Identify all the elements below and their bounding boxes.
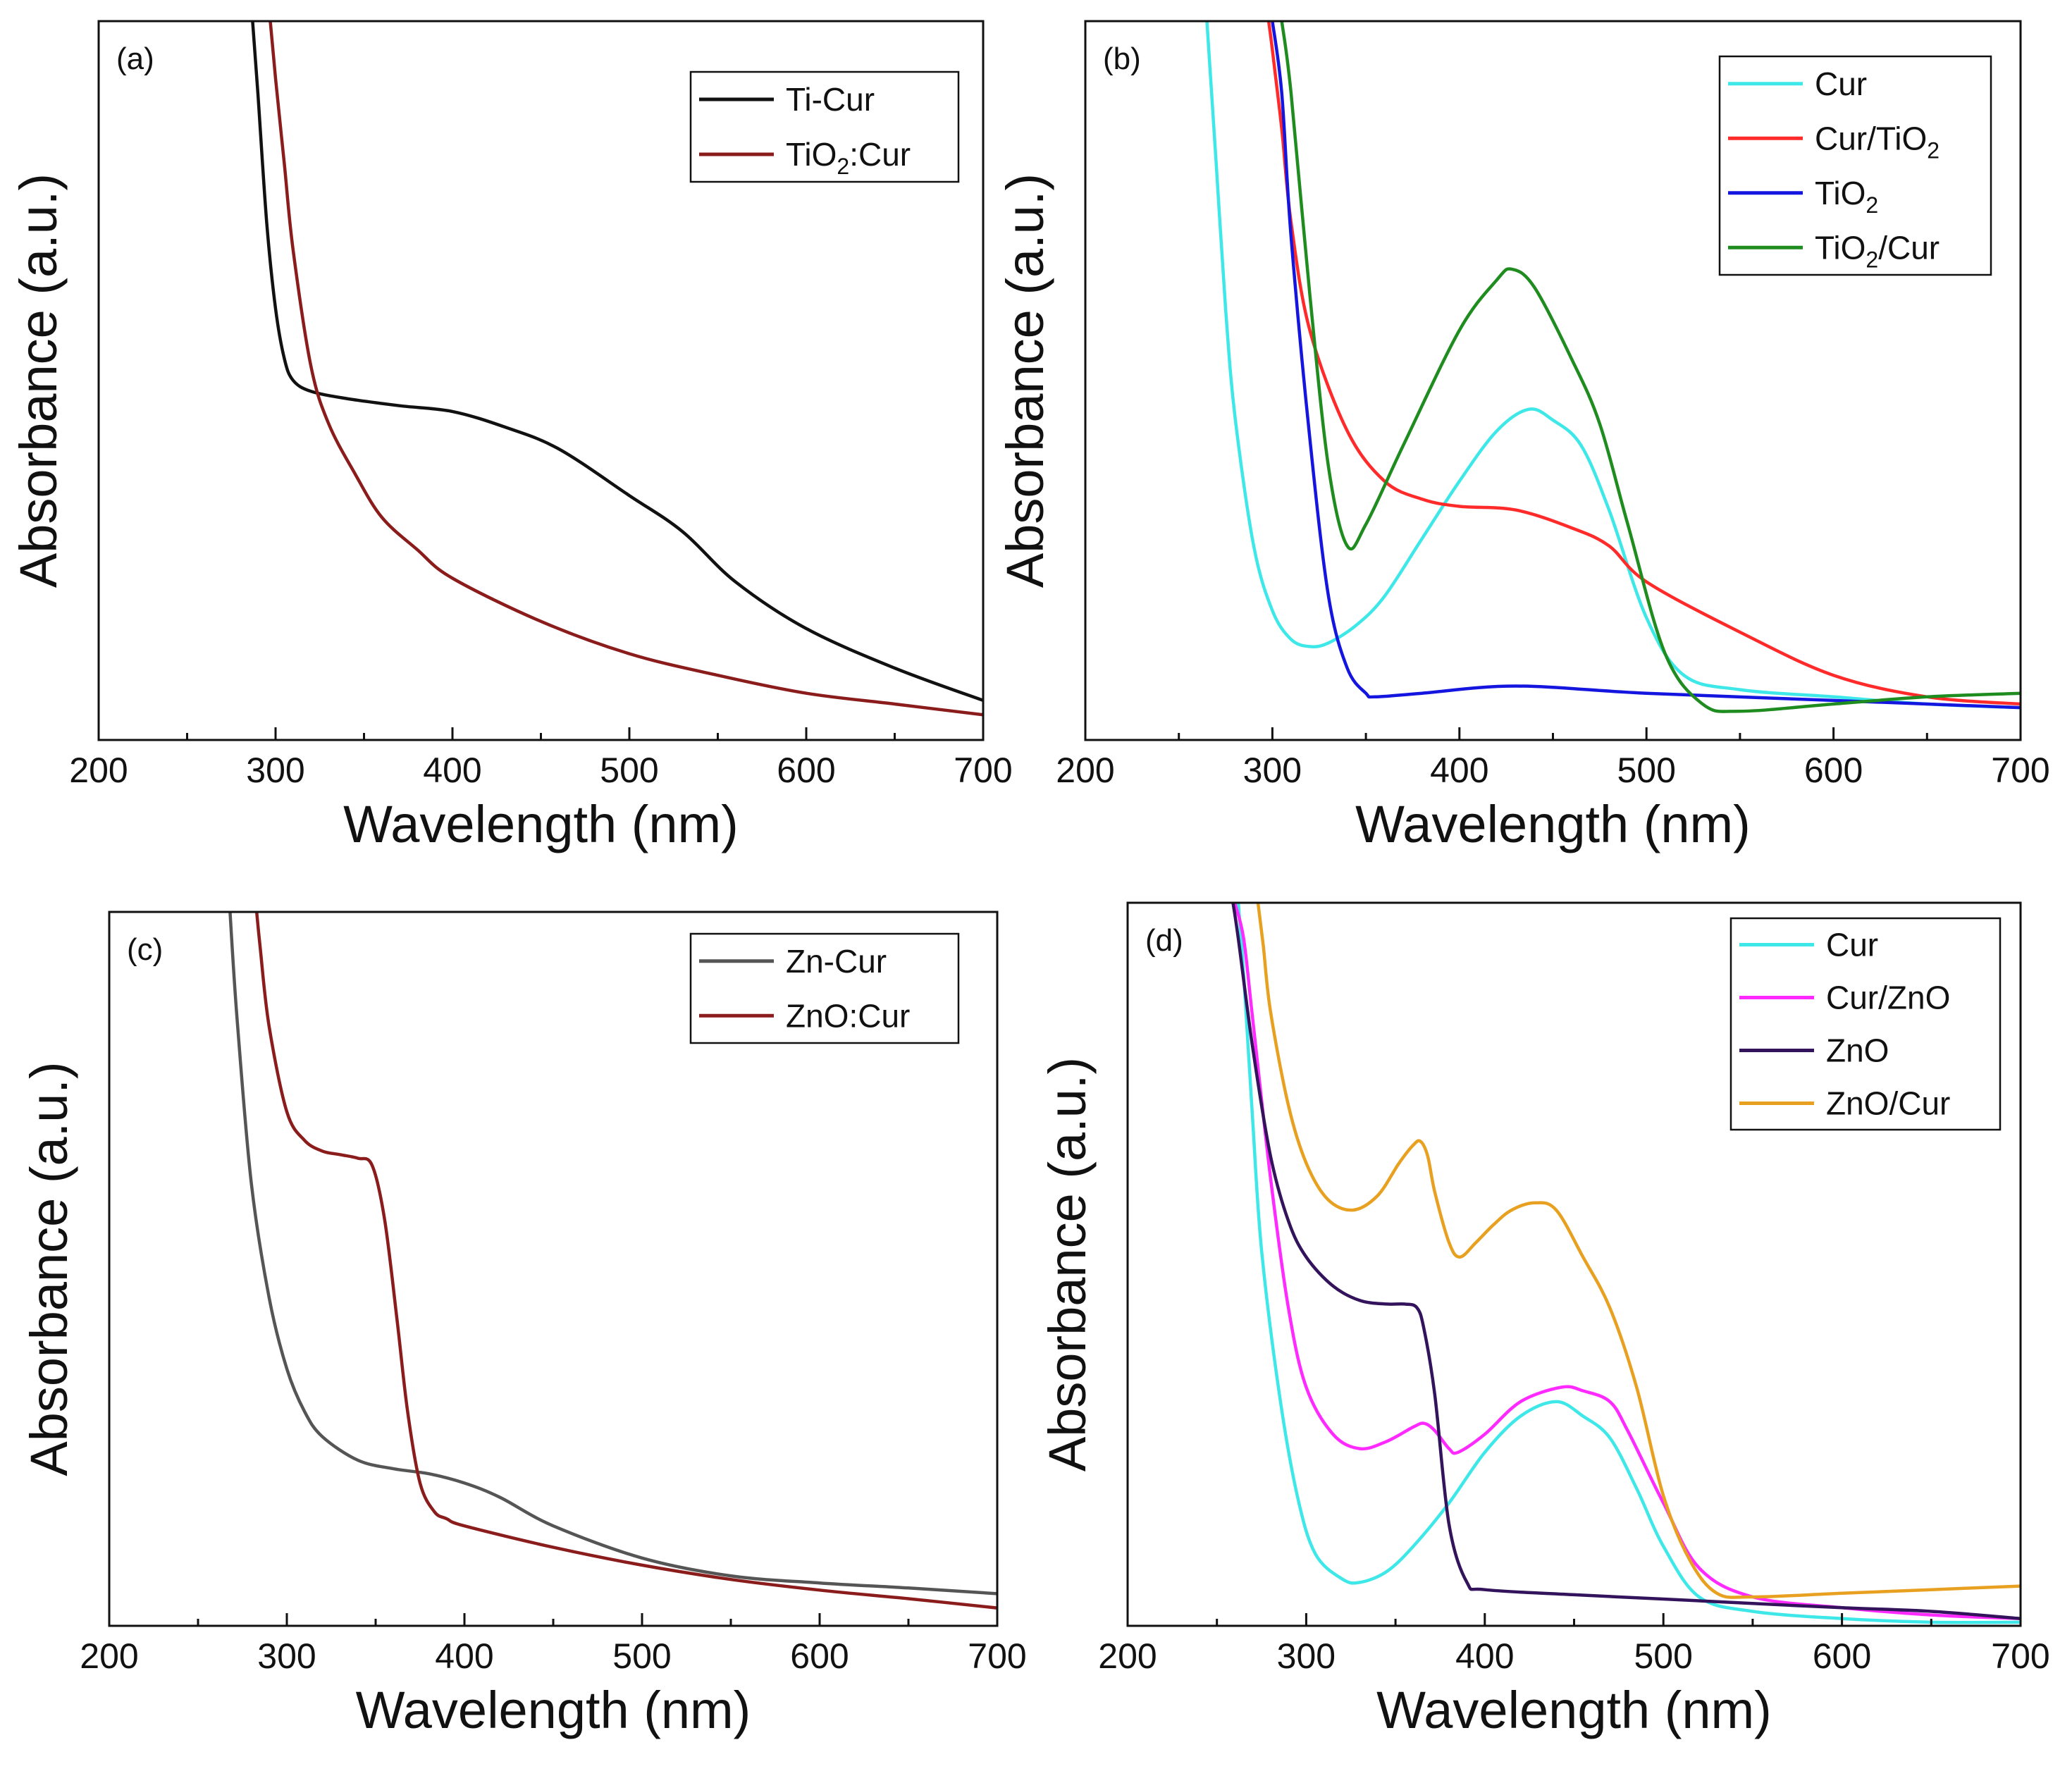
x-tick-label: 500 [612, 1636, 671, 1676]
x-tick-label: 700 [1991, 1636, 2049, 1676]
legend-label-main: TiO [1815, 229, 1866, 266]
series-group [228, 912, 997, 1610]
series-line-cur-zno [1233, 903, 2021, 1620]
x-axis-title: Wavelength (nm) [356, 1681, 751, 1739]
legend-label-tail: /Cur [1878, 229, 1940, 266]
legend-label: Cur [1815, 66, 1867, 102]
panel-a: 200 300 400 500 600 700 Wavelength (nm) Absorba… [9, 20, 1013, 853]
series-group [251, 21, 983, 717]
legend-box [1729, 917, 2002, 1131]
x-tick-label: 500 [1617, 751, 1675, 790]
panel-d: 200 300 400 500 600 700 Wavelength (nm) Absorba… [1038, 901, 2050, 1739]
panel-label: (c) [127, 932, 163, 967]
series-line-tio2-cur [1280, 21, 2021, 713]
y-axis-title: Absorbance (a.u.) [996, 173, 1054, 588]
legend-label: Zn-Cur [786, 943, 887, 980]
x-axis-title: Wavelength (nm) [1376, 1681, 1772, 1739]
x-tick-label: 300 [257, 1636, 316, 1676]
series-line-zn-cur [228, 912, 997, 1596]
x-tick-label: 300 [1243, 751, 1302, 790]
legend-label: TiO2/Cur [1815, 229, 1940, 272]
x-tick-label: 200 [1056, 751, 1114, 790]
series-line-ti-cur [251, 21, 983, 703]
legend-label: Ti-Cur [786, 81, 875, 118]
x-tick-label: 600 [790, 1636, 849, 1676]
legend: Zn-Cur ZnO:Cur [689, 932, 960, 1044]
legend-label-main: TiO [786, 136, 837, 173]
series-line-tio2-cur [269, 21, 983, 717]
series-line-cur [1236, 903, 2021, 1624]
legend-label-subscript: 2 [1927, 137, 1940, 163]
legend-label-main: Zn-Cur [786, 943, 887, 980]
legend-label-main: TiO [1815, 175, 1866, 211]
legend-label: ZnO [1826, 1032, 1889, 1069]
legend-label: Cur/ZnO [1826, 980, 1950, 1016]
panel-label: (b) [1103, 42, 1141, 76]
legend-label-main: Cur/ZnO [1826, 980, 1950, 1016]
panel-label: (a) [116, 42, 154, 76]
series-group [1205, 21, 2021, 713]
series-line-zno [1231, 903, 2021, 1620]
x-tick-label: 700 [968, 1636, 1026, 1676]
x-tick-label: 600 [1804, 751, 1863, 790]
x-tick-label: 300 [1277, 1636, 1336, 1676]
legend-label: Cur [1826, 927, 1878, 963]
legend: Cur Cur/ZnO ZnO ZnO/Cur [1729, 917, 2002, 1131]
panel-b: 200 300 400 500 600 700 Wavelength (nm) Absorba… [996, 20, 2050, 853]
x-tick-label: 400 [435, 1636, 493, 1676]
x-tick-label: 500 [600, 751, 658, 790]
x-tick-label: 600 [1813, 1636, 1871, 1676]
x-tick-label: 200 [80, 1636, 138, 1676]
legend-label-tail: :Cur [849, 136, 911, 173]
legend-label-subscript: 2 [837, 154, 849, 179]
x-axis-title: Wavelength (nm) [343, 795, 739, 853]
legend-box [689, 70, 960, 183]
legend-label-subscript: 2 [1866, 247, 1878, 272]
panel-label: (d) [1145, 923, 1183, 958]
series-line-zno-cur [254, 912, 997, 1610]
x-tick-label: 700 [1991, 751, 2049, 790]
legend: Ti-Cur TiO2:Cur [689, 70, 960, 183]
legend-label: TiO2 [1815, 175, 1878, 218]
x-tick-label: 300 [246, 751, 304, 790]
x-tick-label: 400 [1455, 1636, 1514, 1676]
legend-label: Cur/TiO2 [1815, 120, 1940, 163]
series-line-tio2 [1271, 21, 2021, 710]
legend-box [689, 932, 960, 1044]
legend-label-main: ZnO:Cur [786, 997, 910, 1034]
x-tick-label: 400 [1430, 751, 1488, 790]
series-line-zno-cur [1256, 903, 2021, 1599]
series-group [1231, 903, 2021, 1624]
x-tick-label: 500 [1634, 1636, 1692, 1676]
legend-label: ZnO:Cur [786, 997, 910, 1034]
legend-label: TiO2:Cur [786, 136, 911, 179]
legend-label-main: Cur/TiO [1815, 120, 1927, 156]
x-tick-label: 200 [69, 751, 128, 790]
legend-label: ZnO/Cur [1826, 1085, 1950, 1122]
legend-label-main: Cur [1826, 927, 1878, 963]
series-line-cur [1205, 21, 2021, 710]
x-tick-label: 200 [1098, 1636, 1157, 1676]
y-axis-title: Absorbance (a.u.) [9, 173, 68, 588]
y-axis-title: Absorbance (a.u.) [20, 1061, 78, 1476]
legend-label-main: Cur [1815, 66, 1867, 102]
legend-box [1718, 55, 1992, 276]
x-tick-label: 400 [423, 751, 481, 790]
x-axis-title: Wavelength (nm) [1355, 795, 1751, 853]
legend-label-main: ZnO [1826, 1032, 1889, 1069]
legend-label-subscript: 2 [1866, 192, 1878, 218]
y-axis-title: Absorbance (a.u.) [1038, 1057, 1097, 1471]
x-tick-label: 600 [777, 751, 835, 790]
panel-c: 200 300 400 500 600 700 Wavelength (nm) Absorba… [20, 911, 1027, 1739]
x-tick-label: 700 [954, 751, 1012, 790]
legend-label-main: Ti-Cur [786, 81, 875, 118]
legend-label-main: ZnO/Cur [1826, 1085, 1950, 1122]
